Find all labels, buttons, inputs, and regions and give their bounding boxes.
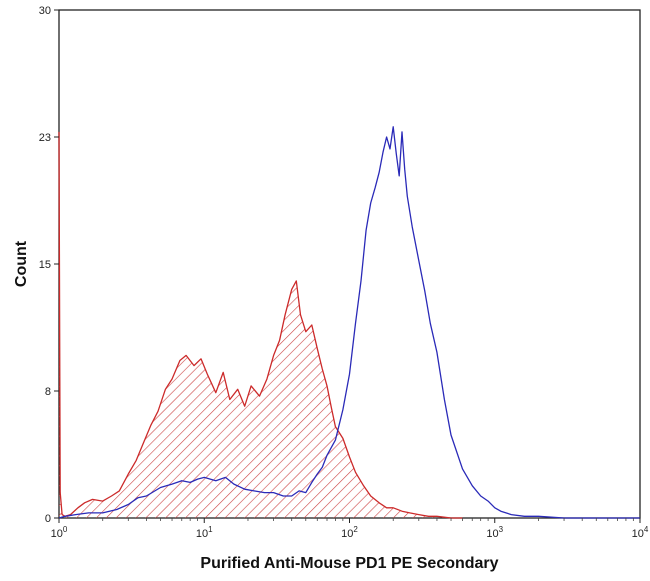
series-2-line [58, 126, 640, 519]
x-tick-label: 100 [51, 525, 68, 540]
y-tick-label: 23 [39, 132, 51, 144]
series-1-area [59, 131, 463, 518]
y-axis-title: Count [13, 240, 30, 287]
y-tick-label: 8 [45, 386, 51, 398]
y-tick-label: 30 [39, 5, 51, 17]
y-tick-label: 15 [39, 259, 51, 271]
x-tick-label: 104 [632, 525, 649, 540]
y-tick-label: 0 [45, 513, 51, 525]
x-tick-label: 103 [486, 525, 503, 540]
series-layer [58, 126, 640, 519]
x-tick-label: 101 [196, 525, 213, 540]
tick-layer: 0 8 15 23 30 100 101 102 103 104 [39, 5, 649, 540]
x-axis-title: Purified Anti-Mouse PD1 PE Secondary [200, 555, 498, 572]
series-1-line [58, 131, 463, 519]
x-tick-label: 102 [341, 525, 358, 540]
